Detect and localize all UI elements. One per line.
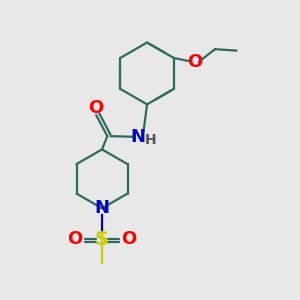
Text: O: O bbox=[188, 52, 203, 70]
Text: O: O bbox=[122, 230, 137, 248]
Text: N: N bbox=[94, 199, 110, 217]
Text: N: N bbox=[131, 128, 146, 146]
Text: H: H bbox=[145, 133, 156, 147]
Text: O: O bbox=[88, 100, 103, 118]
Text: O: O bbox=[67, 230, 83, 248]
Text: S: S bbox=[95, 230, 109, 249]
